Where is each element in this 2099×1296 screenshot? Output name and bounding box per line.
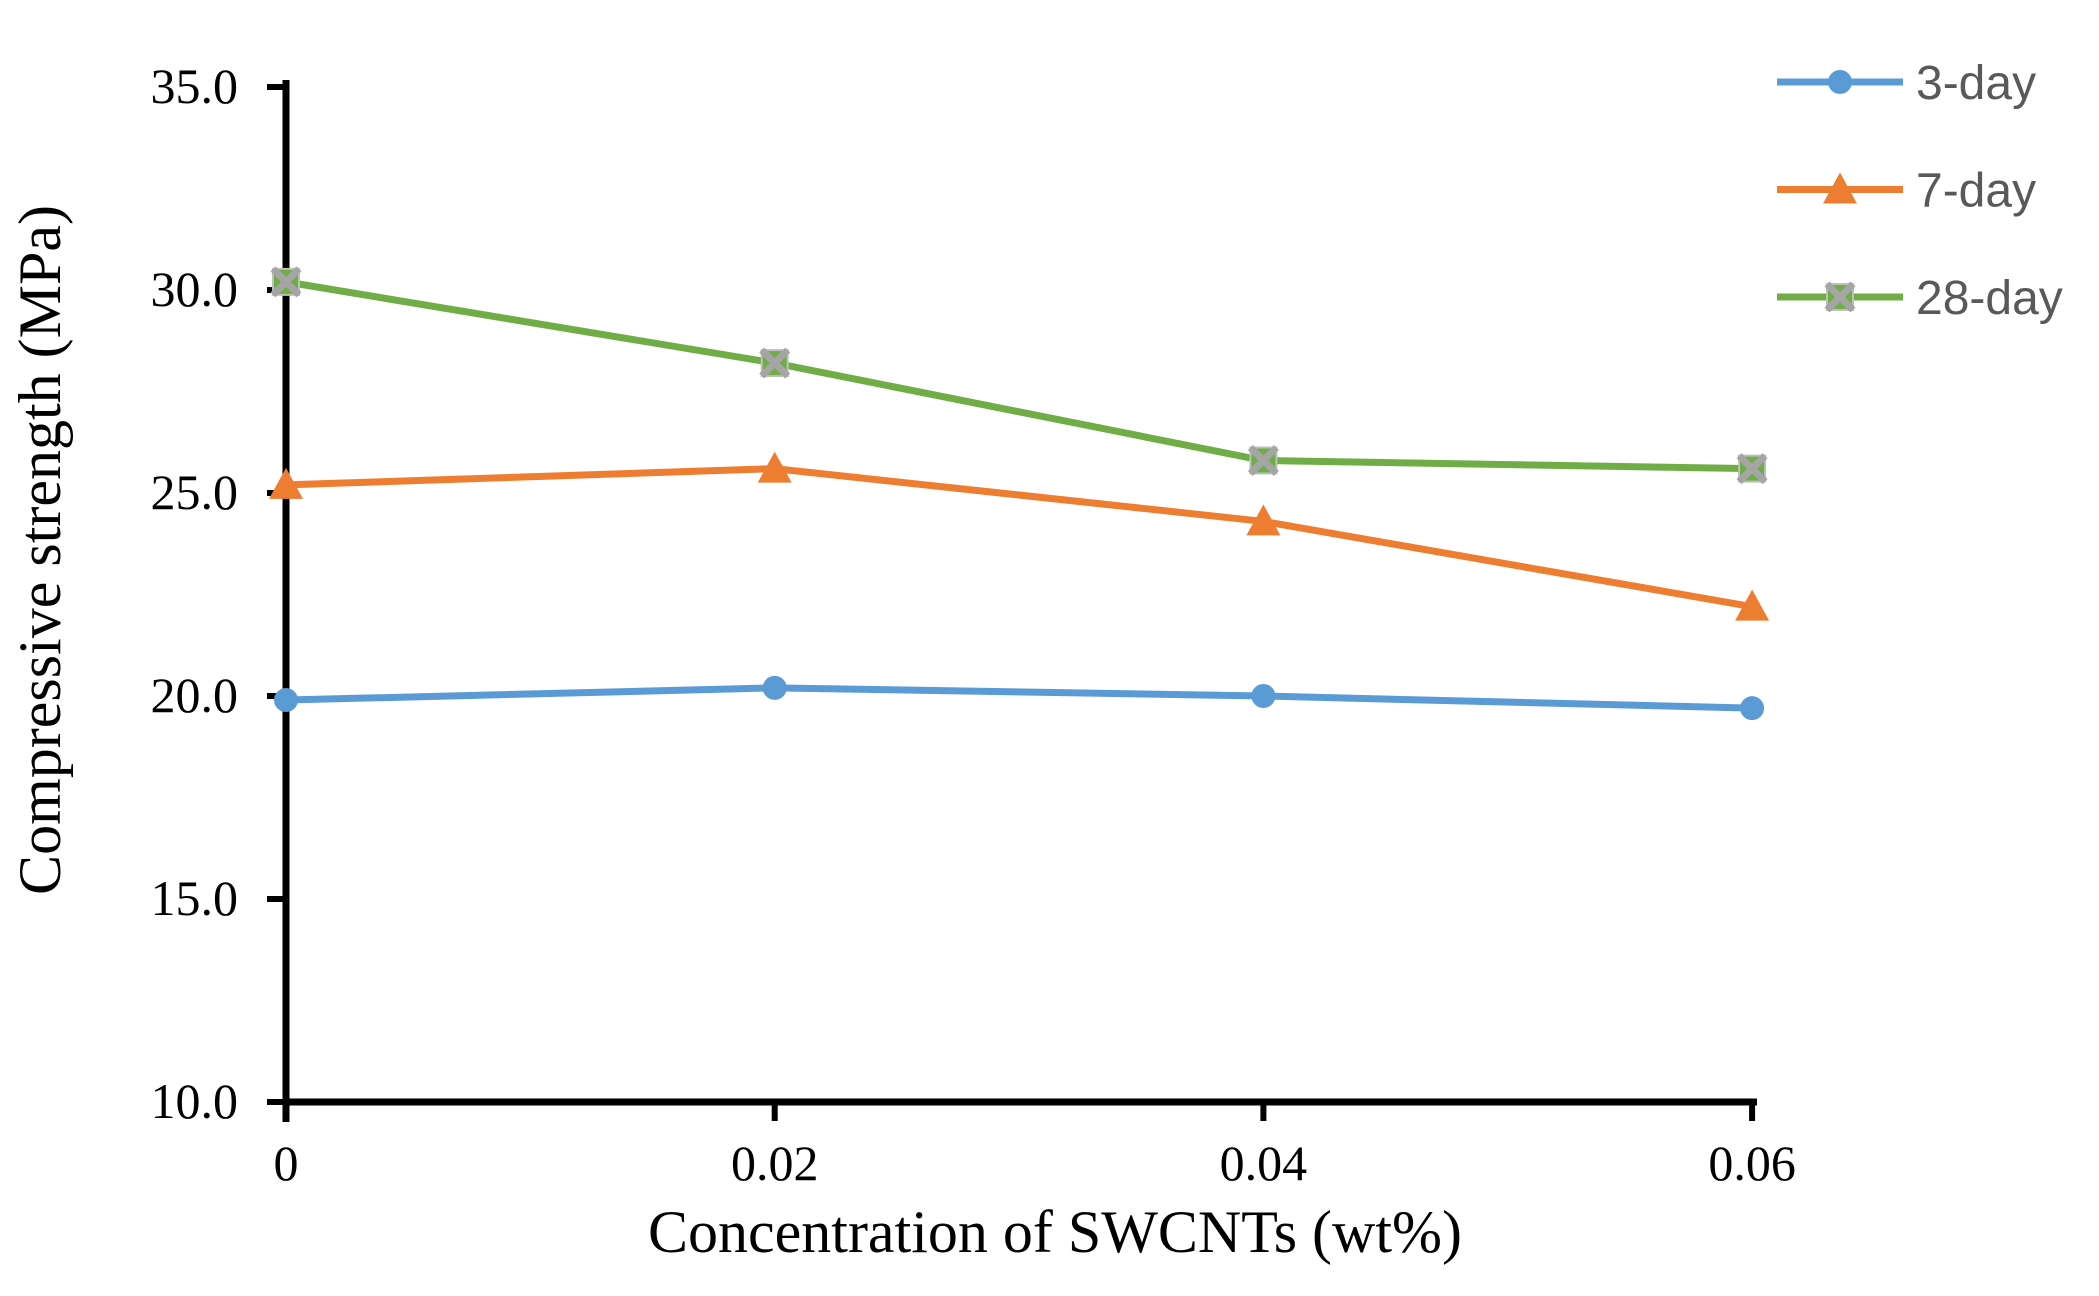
y-tick-label: 30.0 — [151, 261, 239, 317]
x-tick-label: 0.02 — [731, 1135, 819, 1191]
data-point-3-day — [274, 688, 298, 713]
x-axis-title: Concentration of SWCNTs (wt%) — [648, 1199, 1462, 1265]
data-point-7-day — [269, 467, 303, 499]
series-line-3-day — [282, 684, 1756, 712]
series-line-28-day — [282, 278, 1756, 473]
series-3-day — [274, 675, 1765, 721]
marker-x-stroke — [1247, 445, 1279, 476]
legend-item-28-day: 28-day — [1777, 272, 2063, 325]
marker-x-stroke — [1736, 453, 1768, 485]
series-28-day — [270, 266, 1768, 485]
series-line-7-day — [282, 465, 1756, 611]
marker-x-stroke — [759, 347, 791, 379]
marker-x-stroke — [270, 266, 302, 298]
legend-label-3-day: 3-day — [1916, 57, 2036, 110]
x-tick-label: 0.04 — [1220, 1135, 1308, 1191]
marker-x-stroke — [1824, 281, 1856, 313]
legend-label-28-day: 28-day — [1916, 272, 2063, 325]
y-tick-label: 25.0 — [151, 464, 239, 520]
x-tick-label: 0.06 — [1708, 1135, 1796, 1191]
x-axis-ticks: 0 0.02 0.04 0.06 — [274, 1102, 1796, 1191]
data-point-3-day — [1251, 684, 1276, 708]
data-series — [269, 266, 1770, 721]
x-tick-label: 0 — [274, 1135, 299, 1191]
data-point-7-day — [1735, 589, 1770, 621]
y-tick-label: 10.0 — [151, 1073, 239, 1129]
legend-item-3-day: 3-day — [1777, 57, 2036, 110]
legend-item-7-day: 7-day — [1777, 165, 2036, 218]
y-tick-label: 20.0 — [151, 667, 239, 723]
y-axis-title: Compressive strength (MPa) — [7, 205, 73, 895]
data-point-7-day — [1246, 504, 1281, 536]
data-point-7-day — [757, 451, 792, 483]
legend-marker-circle-icon — [1828, 70, 1852, 94]
data-point-3-day — [1740, 696, 1765, 721]
y-tick-label: 35.0 — [151, 58, 239, 114]
legend-label-7-day: 7-day — [1916, 165, 2036, 218]
y-axis-ticks: 35.0 30.0 25.0 20.0 15.0 10.0 — [151, 58, 286, 1129]
y-tick-label: 15.0 — [151, 870, 239, 926]
legend-marker-triangle-icon — [1823, 172, 1857, 204]
legend: 3-day 7-day 28-day — [1777, 57, 2063, 325]
data-point-3-day — [762, 675, 787, 700]
series-7-day — [269, 451, 1770, 621]
